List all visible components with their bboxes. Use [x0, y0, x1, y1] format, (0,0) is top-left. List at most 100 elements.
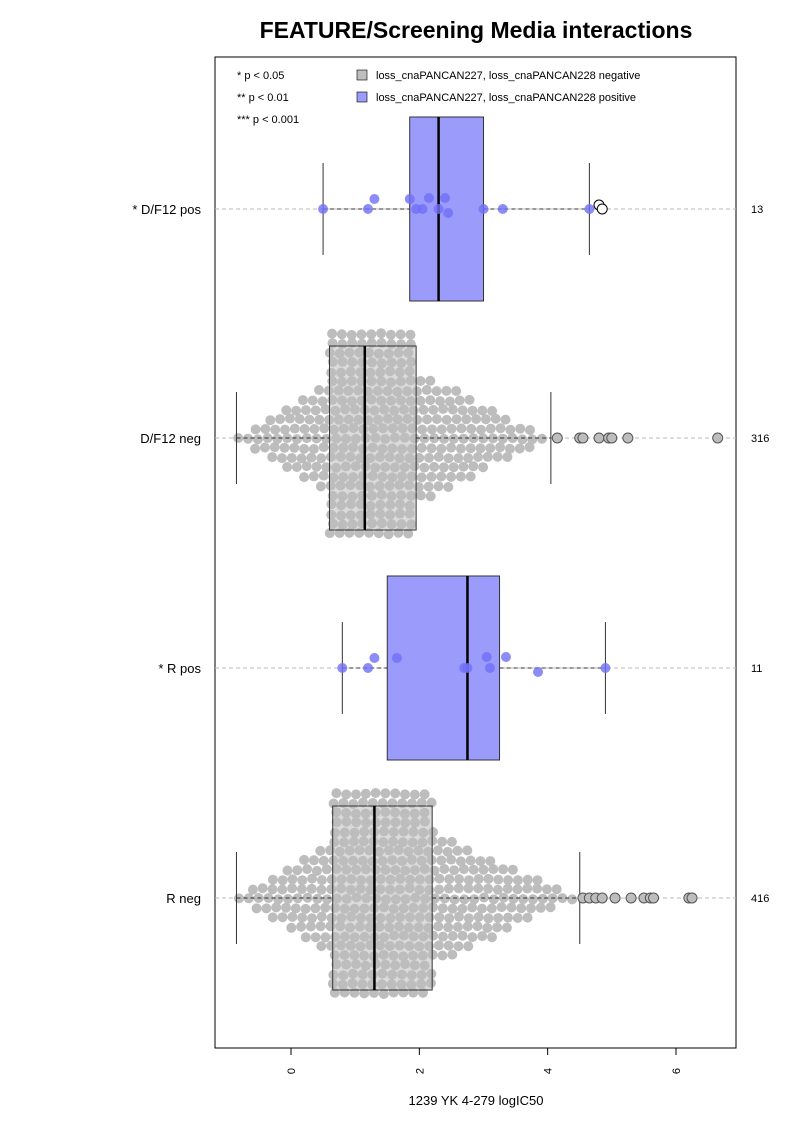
data-point — [315, 481, 326, 492]
data-point — [484, 663, 495, 673]
data-point — [535, 902, 546, 913]
data-point — [400, 789, 410, 800]
data-point — [294, 414, 305, 424]
data-point — [439, 864, 450, 874]
data-point — [441, 385, 452, 396]
data-point — [446, 442, 457, 453]
data-point — [454, 911, 464, 922]
data-point — [522, 883, 533, 894]
data-point — [495, 442, 506, 453]
data-point — [275, 414, 286, 425]
data-point — [257, 883, 268, 894]
data-point — [431, 386, 442, 397]
data-point — [456, 423, 467, 434]
data-point — [458, 433, 469, 444]
data-point — [476, 424, 486, 435]
data-point — [443, 940, 454, 951]
data-point — [508, 893, 519, 904]
data-point — [567, 894, 578, 905]
data-point — [453, 453, 464, 464]
data-point — [270, 424, 281, 435]
data-point — [287, 911, 298, 922]
data-point — [283, 893, 293, 904]
data-point — [425, 395, 436, 406]
data-point — [346, 330, 357, 340]
data-point — [453, 941, 464, 952]
legend: * p < 0.05 ** p < 0.01 *** p < 0.001 los… — [237, 69, 640, 126]
data-point — [311, 461, 322, 472]
data-point — [301, 461, 312, 472]
data-point — [404, 194, 415, 204]
data-point — [419, 462, 430, 473]
data-point — [465, 471, 476, 482]
legend-swatch-negative — [356, 69, 368, 81]
positive-points — [318, 193, 724, 904]
data-point — [281, 405, 292, 416]
group-label: * D/F12 pos — [132, 202, 201, 217]
data-point — [444, 874, 455, 885]
data-point — [267, 452, 278, 463]
data-point — [299, 424, 310, 434]
data-point — [492, 451, 503, 462]
data-point — [271, 902, 282, 913]
data-point — [415, 395, 426, 406]
data-point — [477, 931, 488, 942]
data-point — [292, 865, 303, 876]
data-point — [414, 452, 425, 463]
data-point — [292, 434, 302, 445]
data-point — [416, 442, 427, 453]
data-point — [501, 922, 512, 933]
data-point — [341, 789, 352, 800]
data-point — [309, 424, 320, 434]
data-point — [289, 442, 300, 453]
data-point — [316, 884, 327, 895]
data-point — [308, 471, 319, 482]
data-point — [481, 652, 492, 662]
data-point — [488, 433, 498, 444]
data-point — [259, 442, 270, 453]
data-point — [433, 204, 444, 214]
box — [332, 805, 433, 991]
data-point — [464, 394, 475, 405]
data-point — [434, 912, 445, 923]
data-point — [292, 893, 303, 904]
data-point — [302, 864, 313, 875]
data-point — [277, 884, 288, 895]
data-point — [296, 921, 307, 932]
data-point — [439, 433, 449, 444]
data-point — [380, 788, 391, 799]
data-point — [321, 434, 332, 444]
data-point — [314, 414, 325, 425]
data-point — [477, 405, 488, 416]
data-point — [525, 425, 535, 435]
data-point — [502, 883, 513, 894]
data-point — [427, 424, 437, 435]
group-label: * R pos — [158, 661, 201, 676]
legend-sig-2: ** p < 0.01 — [237, 92, 289, 104]
data-point — [477, 903, 487, 914]
legend-sig-3: *** p < 0.001 — [237, 114, 299, 126]
data-point — [527, 434, 538, 445]
data-point — [308, 444, 319, 454]
data-point — [473, 883, 484, 894]
data-point — [485, 856, 496, 867]
data-point — [465, 855, 476, 866]
legend-swatch-positive — [356, 91, 368, 103]
data-point — [493, 913, 504, 923]
data-point — [319, 423, 330, 434]
data-point — [321, 864, 332, 875]
data-point — [310, 903, 321, 914]
data-point — [287, 874, 298, 885]
data-point — [405, 329, 416, 340]
data-point — [369, 194, 380, 204]
data-point — [291, 462, 302, 472]
data-point — [431, 414, 442, 425]
data-point — [358, 797, 368, 808]
data-point — [250, 443, 261, 454]
data-point — [466, 423, 477, 434]
data-point — [308, 855, 319, 866]
data-point — [524, 442, 535, 453]
outlier-point — [712, 432, 724, 444]
data-point — [297, 912, 308, 923]
data-point — [515, 423, 526, 434]
